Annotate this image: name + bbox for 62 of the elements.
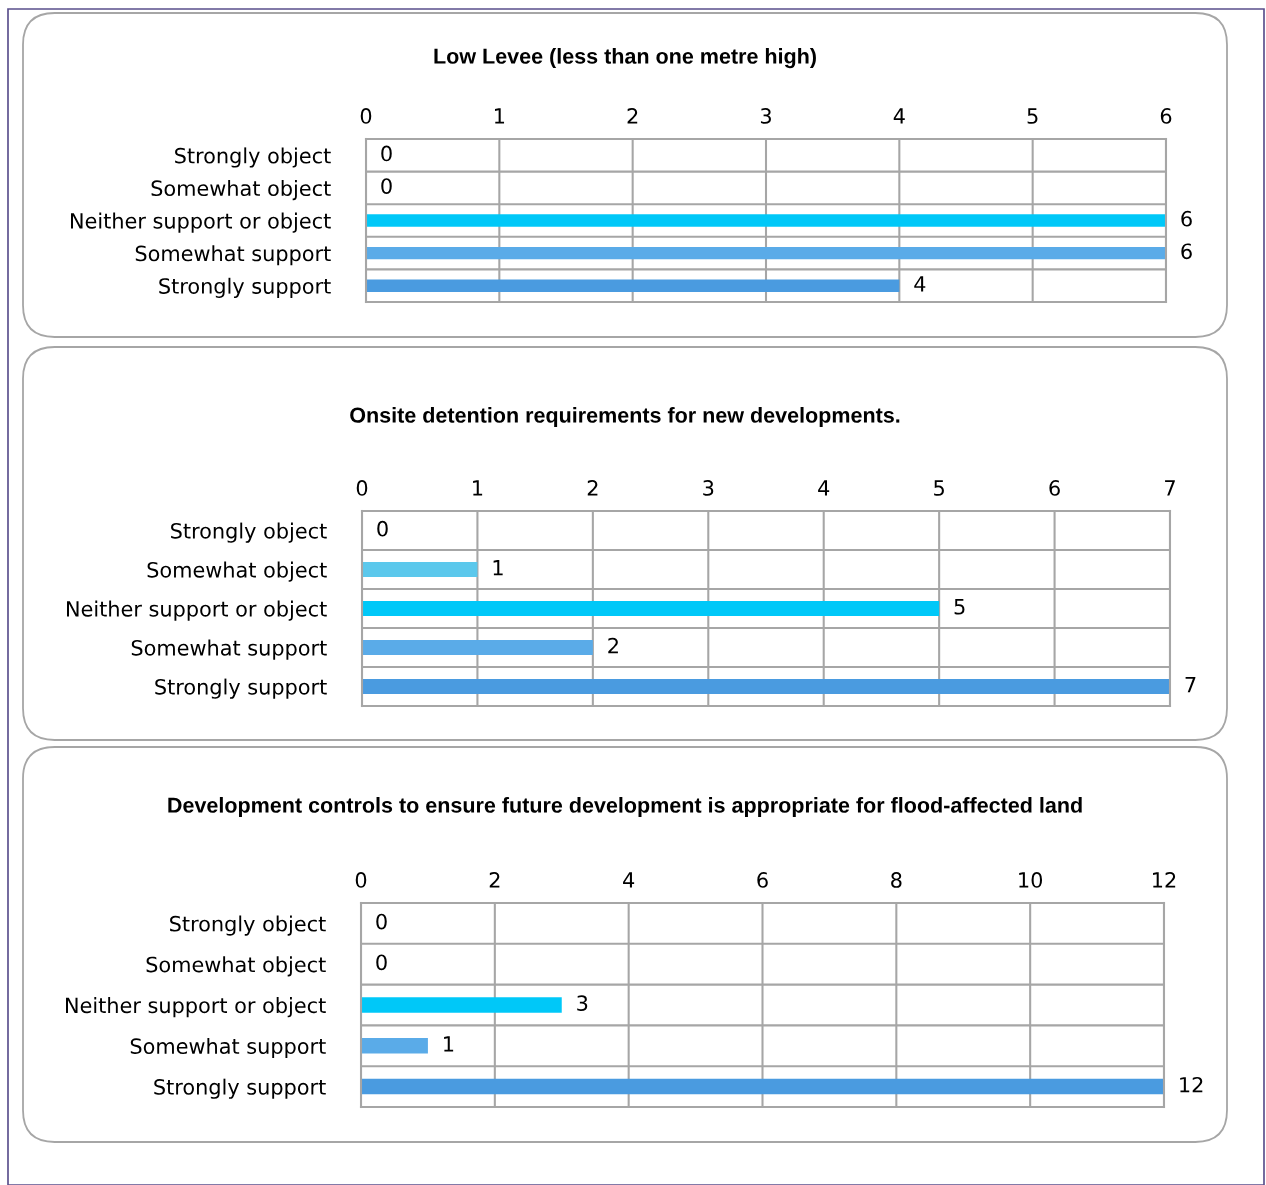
- y-tick-label: Strongly support: [155, 678, 327, 699]
- data-label: 6: [1181, 243, 1192, 260]
- x-tick-label: 6: [1049, 480, 1060, 496]
- x-tick-label: 8: [891, 872, 902, 888]
- data-label: 0: [376, 913, 387, 930]
- data-label: 0: [381, 145, 392, 162]
- x-tick-label: 0: [355, 872, 367, 888]
- data-label: 1: [493, 560, 503, 576]
- data-label: 0: [381, 178, 392, 194]
- bar: [361, 1038, 428, 1054]
- bar: [362, 562, 478, 577]
- x-tick-label: 5: [1027, 108, 1038, 124]
- y-tick-label: Somewhat support: [130, 1037, 326, 1059]
- y-tick-label: Strongly object: [175, 147, 331, 168]
- y-tick-label: Neither support or object: [66, 997, 326, 1018]
- x-tick-label: 2: [489, 872, 500, 888]
- bar: [362, 679, 1170, 694]
- x-tick-label: 3: [703, 480, 714, 496]
- x-tick-label: 4: [893, 108, 905, 124]
- x-tick-label: 6: [1160, 108, 1172, 124]
- x-tick-label: 10: [1019, 872, 1043, 888]
- data-label: 1: [444, 1036, 454, 1052]
- y-tick-label: Strongly support: [159, 277, 331, 298]
- y-tick-label: Somewhat object: [146, 956, 326, 977]
- bar: [362, 640, 593, 655]
- y-tick-label: Somewhat object: [151, 179, 331, 201]
- data-label: 2: [608, 637, 618, 654]
- data-label: 6: [1181, 210, 1192, 227]
- x-tick-label: 4: [818, 480, 830, 496]
- chart-title: Development controls to ensure future development is appropriate for flood-affected land: [168, 797, 1082, 818]
- x-tick-label: 3: [760, 108, 771, 124]
- y-tick-label: Neither support or object: [67, 600, 327, 621]
- y-tick-label: Somewhat support: [135, 245, 331, 266]
- x-tick-label: 12: [1153, 872, 1176, 888]
- data-label: 3: [577, 995, 588, 1012]
- x-tick-label: 7: [1165, 480, 1175, 496]
- data-label: 7: [1185, 677, 1196, 693]
- chart-title: Low Levee (less than one metre high): [434, 48, 816, 69]
- x-tick-label: 5: [934, 480, 944, 496]
- y-tick-label: Strongly object: [170, 915, 326, 936]
- x-tick-label: 2: [587, 480, 598, 496]
- bar: [361, 1078, 1164, 1095]
- bar: [362, 601, 940, 616]
- y-tick-label: Strongly object: [171, 522, 327, 543]
- data-label: 5: [954, 599, 965, 615]
- chart-title: Onsite detention requirements for new developments.: [350, 407, 900, 428]
- x-tick-label: 0: [356, 480, 368, 496]
- y-tick-label: Strongly support: [154, 1078, 326, 1099]
- data-label: 4: [914, 276, 926, 292]
- bar: [361, 997, 562, 1013]
- x-tick-label: 0: [360, 108, 372, 124]
- data-label: 12: [1180, 1076, 1203, 1093]
- data-label: 0: [376, 954, 387, 971]
- x-tick-label: 4: [623, 872, 635, 888]
- x-tick-label: 1: [494, 108, 505, 124]
- x-tick-label: 2: [627, 108, 638, 124]
- y-tick-label: Somewhat support: [131, 639, 327, 660]
- x-tick-label: 1: [473, 480, 483, 496]
- data-label: 0: [377, 520, 388, 537]
- y-tick-label: Somewhat object: [147, 561, 327, 582]
- y-tick-label: Neither support or object: [71, 212, 331, 233]
- x-tick-label: 6: [757, 872, 768, 888]
